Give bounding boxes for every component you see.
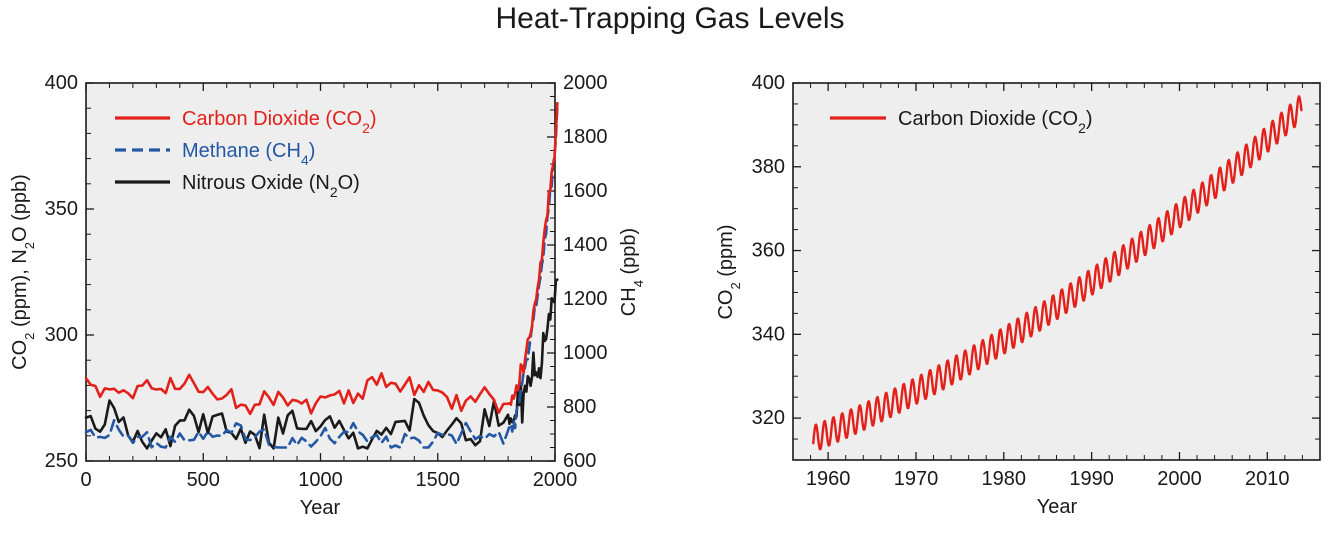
- svg-text:1200: 1200: [563, 288, 608, 310]
- svg-text:1600: 1600: [563, 180, 608, 202]
- svg-text:1500: 1500: [416, 469, 461, 491]
- svg-text:400: 400: [45, 72, 78, 94]
- svg-text:2010: 2010: [1245, 468, 1290, 490]
- svg-text:350: 350: [45, 198, 78, 220]
- svg-text:Year: Year: [1037, 496, 1078, 518]
- svg-text:2000: 2000: [563, 72, 608, 94]
- svg-text:1990: 1990: [1069, 468, 1114, 490]
- svg-text:Year: Year: [300, 497, 341, 519]
- svg-text:1400: 1400: [563, 234, 608, 256]
- svg-text:0: 0: [80, 469, 91, 491]
- svg-text:360: 360: [752, 240, 785, 262]
- svg-text:500: 500: [187, 469, 220, 491]
- svg-text:400: 400: [752, 72, 785, 94]
- svg-text:1800: 1800: [563, 126, 608, 148]
- svg-text:1960: 1960: [806, 468, 851, 490]
- svg-text:300: 300: [45, 324, 78, 346]
- svg-text:800: 800: [563, 396, 596, 418]
- svg-text:340: 340: [752, 323, 785, 345]
- svg-text:1000: 1000: [563, 342, 608, 364]
- svg-text:CO2 (ppm), N2O (ppb): CO2 (ppm), N2O (ppb): [9, 174, 37, 370]
- svg-text:380: 380: [752, 156, 785, 178]
- svg-text:2000: 2000: [533, 469, 578, 491]
- svg-text:1000: 1000: [298, 469, 343, 491]
- svg-text:CH4 (ppb): CH4 (ppb): [618, 228, 646, 316]
- svg-text:320: 320: [752, 407, 785, 429]
- svg-text:1980: 1980: [982, 468, 1027, 490]
- svg-text:2000: 2000: [1157, 468, 1202, 490]
- svg-text:250: 250: [45, 450, 78, 472]
- svg-text:1970: 1970: [894, 468, 939, 490]
- svg-text:CO2 (ppm): CO2 (ppm): [715, 224, 743, 319]
